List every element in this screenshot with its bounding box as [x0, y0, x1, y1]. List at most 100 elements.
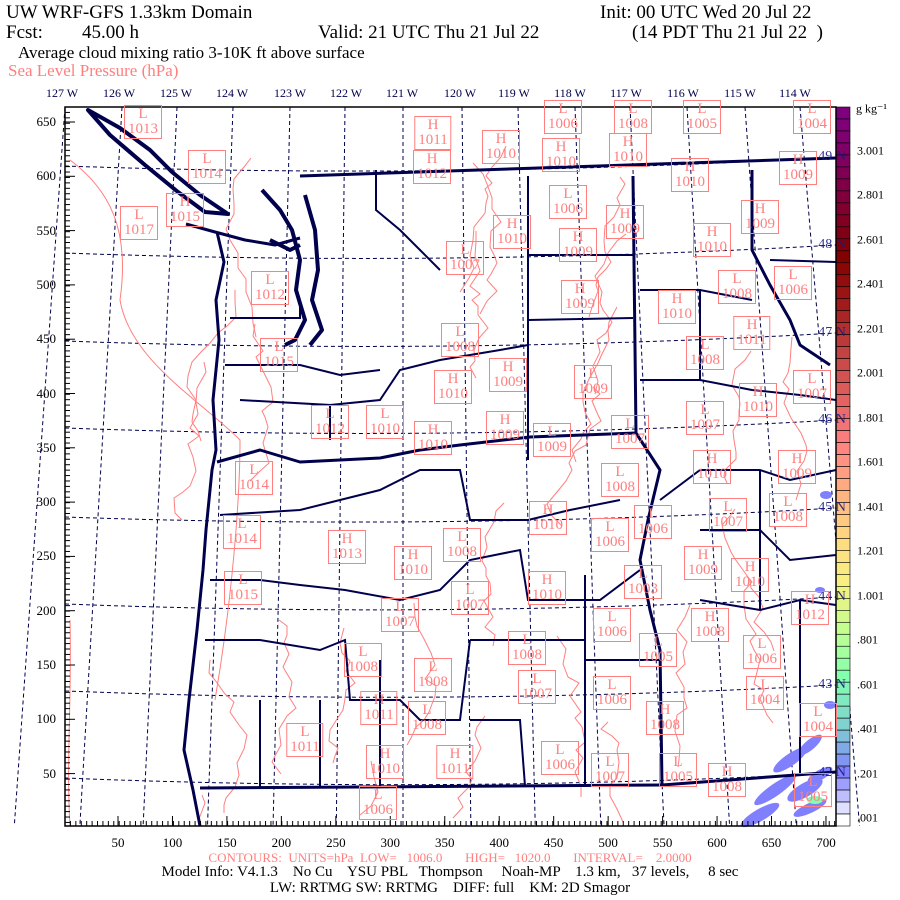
pressure-center-label: H 1013 — [328, 530, 366, 564]
pressure-center-value: 1009 — [745, 216, 775, 232]
pressure-center-type: L — [625, 416, 635, 432]
pressure-center-type: H — [373, 692, 385, 708]
pressure-center-value: 1005 — [663, 769, 693, 785]
colorbar-bin — [835, 286, 851, 300]
pressure-center-type: H — [684, 159, 696, 175]
local-time: (14 PDT Thu 21 Jul 22 ) — [632, 22, 823, 43]
pressure-center-type: L — [358, 644, 368, 660]
longitude-line — [744, 106, 797, 827]
county-border — [205, 638, 471, 788]
pressure-center-label: H 1011 — [360, 691, 398, 725]
latitude-label: 48 N — [818, 237, 846, 252]
pressure-center-value: 1008 — [722, 286, 752, 302]
longitude-line — [629, 106, 665, 827]
pressure-contour — [225, 157, 257, 338]
pressure-center-type: H — [791, 451, 803, 467]
county-border — [210, 548, 641, 602]
pressure-center-value: 1013 — [332, 546, 362, 562]
pressure-center-type: H — [506, 216, 518, 232]
pressure-center-type: H — [499, 412, 511, 428]
y-tick-label: 600 — [36, 168, 57, 184]
pressure-center-value: 1010 — [497, 231, 527, 247]
pressure-center-value: 1011 — [418, 132, 448, 148]
pressure-contour — [546, 386, 602, 526]
pressure-center-label: L 1008 — [614, 100, 652, 134]
longitude-label: 119 W — [498, 86, 530, 100]
pressure-center-value: 1003 — [628, 581, 658, 597]
pressure-center-label: L 1012 — [251, 271, 289, 305]
pressure-contour — [723, 350, 752, 484]
pressure-center-label: L 1006 — [541, 741, 579, 775]
pressure-center-type: H — [752, 384, 764, 400]
pressure-center-type: H — [541, 572, 553, 588]
pressure-center-label: H 1009 — [741, 200, 779, 234]
colorbar-bin — [835, 394, 851, 407]
colorbar-bin — [835, 118, 851, 132]
x-tick-label: 300 — [380, 835, 401, 850]
pressure-contour — [198, 794, 206, 820]
pressure-center-value: 1010 — [697, 239, 727, 255]
longitude-line — [272, 106, 291, 827]
pressure-center-value: 1013 — [128, 121, 158, 137]
pressure-center-label: L 1005 — [659, 753, 697, 787]
pressure-center-type: L — [563, 186, 573, 202]
pressure-center-value: 1006 — [545, 757, 575, 773]
pressure-center-type: H — [427, 117, 439, 133]
colorbar-label: .601 — [857, 677, 878, 692]
id-mt-border — [750, 170, 831, 367]
pressure-center-label: L 1007 — [611, 415, 649, 449]
pressure-center-label: H 1010 — [609, 133, 647, 167]
colorbar-label: 2.001 — [857, 365, 884, 380]
pressure-center-label: L 1006 — [743, 635, 781, 669]
colorbar-label: .801 — [857, 632, 878, 647]
colorbar-bin — [835, 693, 851, 707]
pressure-center-value: 1009 — [537, 439, 567, 455]
colorbar-bin — [835, 550, 851, 563]
pressure-center-label: L 1004 — [746, 676, 784, 710]
colorbar-label: 2.601 — [857, 232, 884, 247]
x-tick-label: 350 — [435, 835, 455, 850]
colorbar-bin — [835, 382, 851, 395]
pressure-center-value: 1005 — [643, 649, 673, 665]
lat-lon-grid — [13, 106, 861, 827]
pressure-center-label: H 1009 — [779, 151, 817, 185]
y-tick-label: 500 — [36, 276, 57, 292]
pressure-center-label: L 1008 — [601, 463, 639, 497]
pressure-center-type: H — [721, 764, 733, 780]
pressure-center-value: 1009 — [578, 381, 608, 397]
pressure-center-type: H — [804, 592, 816, 608]
pressure-center-value: 1010 — [418, 437, 448, 453]
colorbar-label: 1.001 — [857, 588, 884, 603]
model-info: Model Info: V4.1.3 No Cu YSU PBL Thompso… — [161, 864, 739, 880]
pressure-center-type: L — [202, 151, 212, 167]
pressure-center-type: L — [732, 271, 742, 287]
pressure-center-value: 1004 — [797, 116, 827, 132]
y-tick-label: 450 — [36, 331, 57, 347]
longitude-line — [574, 106, 602, 827]
pressure-center-value: 1007 — [595, 769, 625, 785]
pressure-center-type: L — [422, 702, 432, 718]
pressure-center-type: L — [465, 582, 475, 598]
pressure-center-type: L — [723, 499, 733, 515]
county-borders — [205, 170, 837, 788]
pressure-center-label: L 1006 — [591, 518, 629, 552]
longitude-label: 121 W — [385, 86, 419, 100]
pressure-center-label: L 1008 — [443, 528, 481, 562]
map-frame — [64, 106, 837, 827]
longitude-label: 125 W — [159, 86, 193, 100]
pressure-center-value: 1010 — [438, 386, 468, 402]
pressure-center-value: 1008 — [445, 339, 475, 355]
pressure-contour — [186, 290, 237, 442]
x-tick-label: 650 — [761, 835, 782, 850]
pressure-center-label: H 1008 — [708, 763, 746, 797]
pressure-center-value: 1007 — [385, 614, 415, 630]
latitude-line — [64, 772, 837, 786]
pressure-center-value: 1005 — [687, 116, 717, 132]
colorbar-bin — [835, 741, 851, 755]
pressure-center-label: L 1012 — [311, 405, 349, 439]
pressure-contour — [472, 162, 502, 315]
longitude-line — [461, 106, 472, 827]
pressure-center-value: 1007 — [522, 686, 552, 702]
forecast-hour: 45.00 h — [82, 22, 139, 43]
